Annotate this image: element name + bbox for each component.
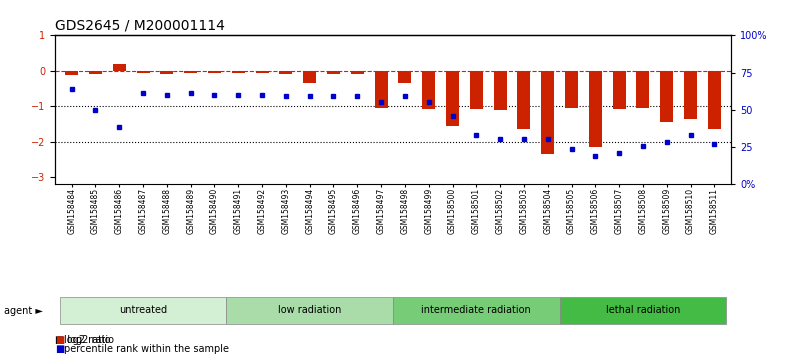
Text: lethal radiation: lethal radiation: [606, 305, 680, 315]
Bar: [660, 71, 674, 122]
Text: agent ►: agent ►: [4, 306, 42, 316]
Bar: [393, 297, 560, 324]
Bar: [351, 71, 364, 74]
Bar: [589, 71, 602, 147]
Bar: [542, 71, 554, 154]
Text: percentile rank within the sample: percentile rank within the sample: [64, 344, 230, 354]
Bar: [637, 71, 649, 108]
Bar: [327, 71, 340, 74]
Bar: [612, 71, 626, 109]
Bar: [89, 71, 102, 74]
Text: ■ log2 ratio: ■ log2 ratio: [55, 335, 114, 345]
Bar: [422, 71, 435, 109]
Bar: [65, 71, 79, 75]
Text: log2 ratio: log2 ratio: [64, 335, 111, 345]
Text: low radiation: low radiation: [278, 305, 341, 315]
Bar: [279, 71, 292, 74]
Text: GDS2645 / M200001114: GDS2645 / M200001114: [55, 19, 225, 33]
Bar: [232, 71, 244, 73]
Text: intermediate radiation: intermediate radiation: [421, 305, 531, 315]
Bar: [494, 71, 507, 110]
Bar: [446, 71, 459, 126]
Bar: [208, 71, 221, 73]
Text: ■: ■: [55, 344, 64, 354]
Bar: [684, 71, 697, 119]
Bar: [184, 71, 197, 73]
Bar: [160, 71, 174, 74]
Bar: [560, 297, 726, 324]
Bar: [375, 71, 387, 108]
Text: ■: ■: [55, 335, 64, 345]
Bar: [255, 71, 269, 73]
Text: untreated: untreated: [119, 305, 167, 315]
Bar: [303, 71, 316, 83]
Bar: [137, 71, 149, 73]
Bar: [60, 297, 226, 324]
Bar: [565, 71, 578, 108]
Bar: [112, 64, 126, 71]
Bar: [517, 71, 531, 129]
Bar: [470, 71, 483, 109]
Bar: [707, 71, 721, 129]
Bar: [399, 71, 411, 83]
Bar: [226, 297, 393, 324]
